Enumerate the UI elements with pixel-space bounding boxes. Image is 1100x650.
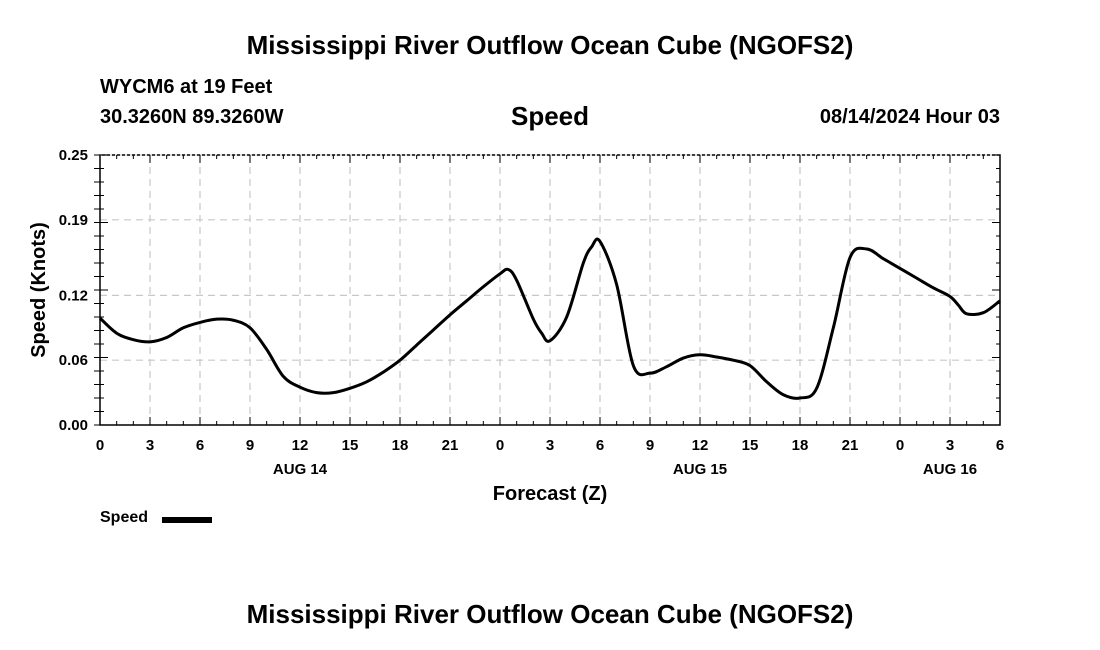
x-tick-label: 0 <box>896 437 904 454</box>
y-axis-title: Speed (Knots) <box>28 222 50 358</box>
x-tick-label: 3 <box>546 437 554 454</box>
x-tick-label: 18 <box>792 437 809 454</box>
x-day-label: AUG 15 <box>673 461 727 478</box>
x-tick-label: 9 <box>646 437 654 454</box>
x-tick-label: 21 <box>442 437 459 454</box>
x-tick-label: 12 <box>292 437 309 454</box>
x-tick-label: 0 <box>96 437 104 454</box>
x-tick-label: 9 <box>246 437 254 454</box>
x-tick-label: 15 <box>742 437 759 454</box>
y-tick-label: 0.25 <box>59 147 88 164</box>
x-tick-label: 0 <box>496 437 504 454</box>
station-coords: 30.3260N 89.3260W <box>100 106 284 128</box>
x-tick-label: 18 <box>392 437 409 454</box>
y-tick-label: 0.00 <box>59 417 88 434</box>
y-tick-label: 0.12 <box>59 287 88 304</box>
x-day-label: AUG 16 <box>923 461 977 478</box>
x-day-label: AUG 14 <box>273 461 328 478</box>
x-axis-title: Forecast (Z) <box>493 483 607 505</box>
variable-title: Speed <box>510 101 590 131</box>
x-tick-label: 15 <box>342 437 359 454</box>
forecast-timestamp: 08/14/2024 Hour 03 <box>819 106 1000 128</box>
legend-label: Speed <box>100 509 149 526</box>
chart-title: Mississippi River Outflow Ocean Cube (NG… <box>246 30 854 60</box>
x-tick-label: 3 <box>146 437 154 454</box>
series-line-speed <box>98 237 1001 400</box>
y-tick-label: 0.06 <box>59 352 88 369</box>
x-tick-label: 6 <box>196 437 204 454</box>
x-tick-label: 3 <box>946 437 954 454</box>
y-tick-label: 0.19 <box>59 212 88 229</box>
x-tick-label: 6 <box>996 437 1004 454</box>
x-tick-label: 6 <box>596 437 604 454</box>
x-tick-label: 12 <box>692 437 709 454</box>
x-tick-label: 21 <box>842 437 859 454</box>
footer-title: Mississippi River Outflow Ocean Cube (NG… <box>246 599 854 629</box>
station-label: WYCM6 at 19 Feet <box>100 76 273 98</box>
legend-swatch <box>162 517 212 523</box>
